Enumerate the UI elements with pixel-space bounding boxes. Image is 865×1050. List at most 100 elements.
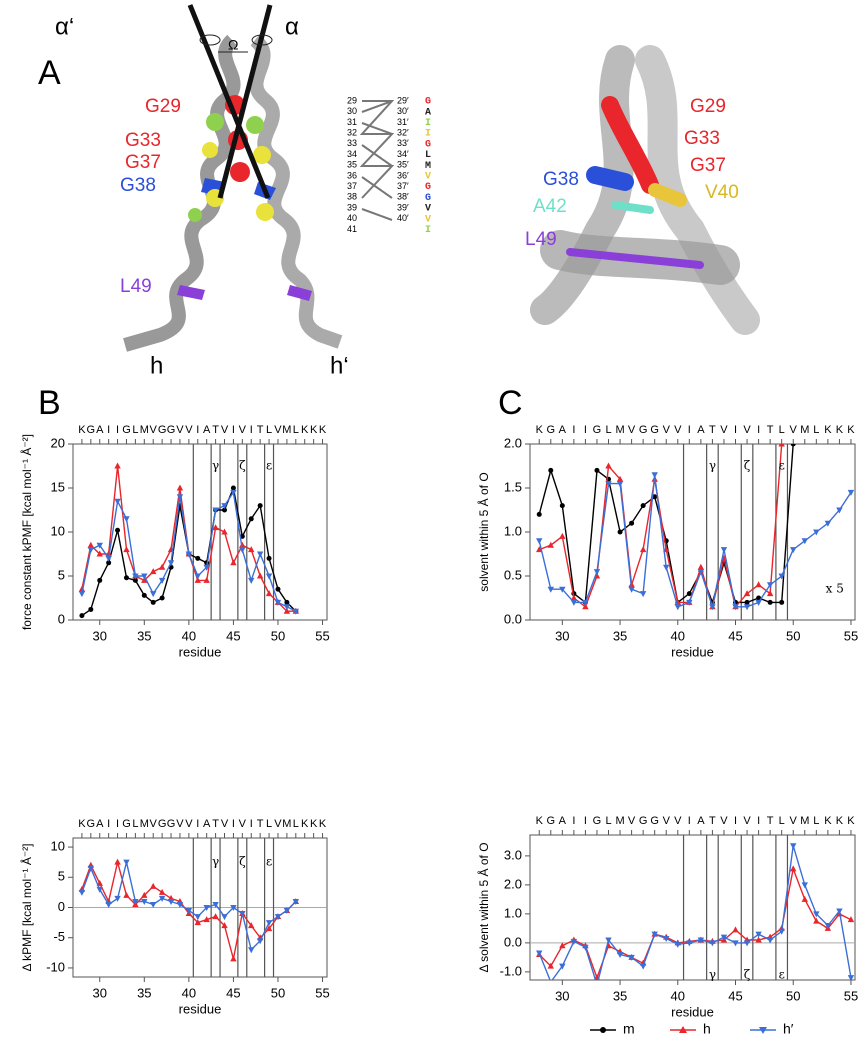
table-residue: 40 <box>347 213 357 223</box>
sequence-letter: G <box>639 815 648 827</box>
marker <box>755 931 762 938</box>
annotation: ε <box>266 855 272 869</box>
marker <box>221 503 228 510</box>
table-letter: I <box>425 118 431 129</box>
annotation: ζ <box>744 459 751 473</box>
marker <box>709 940 716 947</box>
sequence-letter: K <box>847 815 855 827</box>
marker <box>194 919 201 926</box>
marker <box>640 503 646 509</box>
marker <box>651 931 658 938</box>
marker <box>790 865 797 872</box>
sequence-letter: G <box>650 424 659 436</box>
sequence-letter: V <box>185 424 193 436</box>
sequence-letter: M <box>800 424 809 436</box>
sequence-letter: G <box>547 815 556 827</box>
x-tick-label: 40 <box>182 985 196 1000</box>
marker <box>274 599 282 606</box>
marker <box>239 547 246 554</box>
residue-label: G38 <box>120 175 156 196</box>
sequence-letter: L <box>605 424 611 436</box>
marker <box>265 920 273 927</box>
marker <box>743 940 751 947</box>
marker <box>212 901 219 908</box>
x-tick-label: 55 <box>844 988 858 1003</box>
marker <box>847 916 855 923</box>
sequence-letter: L <box>779 815 785 827</box>
table-residue: 29′ <box>397 95 409 105</box>
marker <box>274 914 282 921</box>
residue-label: G33 <box>684 128 720 149</box>
marker <box>78 585 86 592</box>
marker <box>605 481 612 488</box>
marker <box>256 938 264 945</box>
marker <box>141 576 148 583</box>
sequence-letter: G <box>639 424 648 436</box>
marker <box>616 951 624 958</box>
annotation: γ <box>709 967 716 981</box>
marker <box>114 498 121 505</box>
sequence-letter: I <box>232 424 235 436</box>
helix-dimer-left <box>123 4 343 352</box>
sequence-letter: K <box>836 815 844 827</box>
sequence-letter: L <box>293 424 299 436</box>
x-tick-label: 50 <box>786 988 800 1003</box>
sequence-letter: M <box>800 815 809 827</box>
marker <box>697 937 705 944</box>
sequence-letter: K <box>536 815 544 827</box>
chart <box>68 833 328 982</box>
y-axis-title: Δ solvent within 5 Å of O <box>476 842 491 972</box>
marker <box>132 573 139 580</box>
table-letter: G <box>425 182 431 193</box>
marker <box>582 603 589 610</box>
sequence-letter: I <box>232 818 235 830</box>
sequence-letter: V <box>628 815 636 827</box>
x-tick-label: 45 <box>226 628 240 643</box>
marker <box>652 494 658 500</box>
marker <box>97 577 103 583</box>
marker <box>779 599 785 605</box>
sequence-letter: I <box>572 815 575 827</box>
x-axis-title: residue <box>179 644 222 659</box>
marker <box>248 922 255 929</box>
annotation: ε <box>266 459 272 473</box>
marker <box>732 604 739 611</box>
table-letter: L <box>425 150 431 161</box>
series-line <box>538 474 852 610</box>
ensemble-structure <box>530 45 760 335</box>
sequence-letter: V <box>176 424 184 436</box>
sequence-letter: V <box>176 818 184 830</box>
sequence-letter: I <box>734 424 737 436</box>
sequence-letter: I <box>757 424 760 436</box>
marker <box>547 541 554 548</box>
sequence-letter: G <box>158 424 167 436</box>
sequence-letter: T <box>767 815 774 827</box>
marker <box>778 928 785 935</box>
marker <box>292 898 300 905</box>
sequence-letter: L <box>605 815 611 827</box>
marker <box>105 901 112 908</box>
table-residue: 36′ <box>397 170 409 180</box>
series-line <box>538 444 794 605</box>
marker <box>221 922 228 929</box>
marker <box>674 604 681 611</box>
marker <box>720 547 728 554</box>
marker <box>230 955 237 962</box>
residue-label: A42 <box>533 196 567 217</box>
marker <box>141 891 148 898</box>
sequence-letter: G <box>593 815 602 827</box>
sequence-letter: T <box>257 424 264 436</box>
sequence-letter: K <box>824 424 832 436</box>
marker <box>732 940 739 947</box>
marker <box>106 560 112 566</box>
residue-label: G29 <box>690 96 726 117</box>
marker <box>628 586 635 593</box>
table-letter: V <box>425 214 431 225</box>
table-residue: 34 <box>347 149 357 159</box>
sequence-letter: I <box>688 424 691 436</box>
marker <box>158 895 166 902</box>
y-tick-label: 1.0 <box>504 905 522 920</box>
sequence-letter: K <box>536 424 544 436</box>
marker <box>709 604 716 611</box>
annotation: ε <box>779 967 785 981</box>
